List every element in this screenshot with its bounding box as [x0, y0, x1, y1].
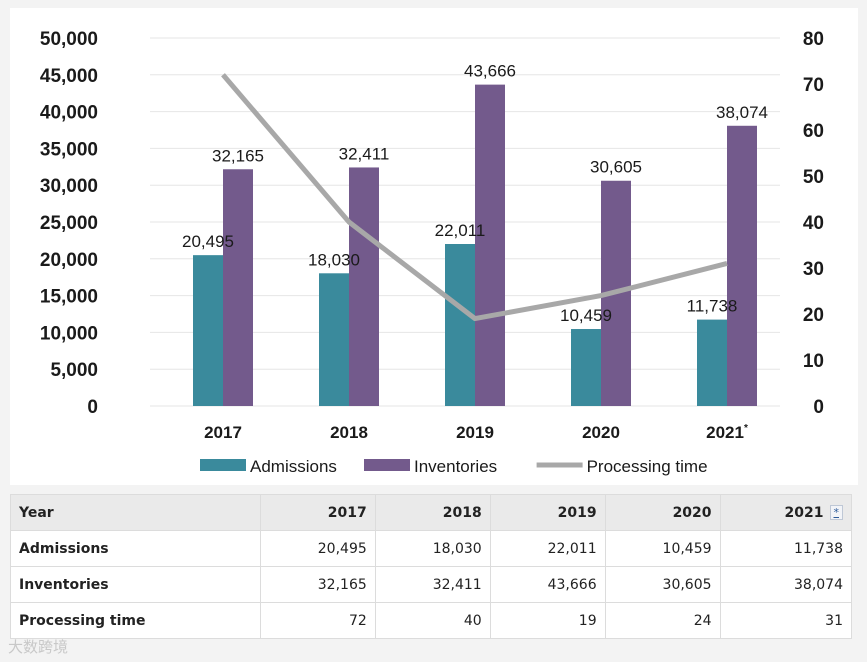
line-processing-time: [221, 73, 728, 322]
y-right-tick-label: 40: [803, 213, 824, 234]
table-cell: 32,411: [374, 566, 491, 603]
data-label: 32,165: [212, 146, 264, 165]
x-tick-label: 2019: [456, 423, 494, 442]
y-right-tick-label: 50: [803, 167, 824, 188]
table-cell: 38,074: [719, 566, 853, 603]
table-cell: 10,459: [604, 530, 721, 567]
combo-chart: 0 5,000 10,000 15,000 20,000 25,000 30,000 35,0…: [40, 29, 824, 476]
data-label: 38,074: [716, 103, 768, 122]
bar-admissions: [445, 243, 475, 406]
x-tick-label: 2021*: [706, 423, 748, 442]
x-tick-label: 2020: [582, 423, 620, 442]
bar-admissions: [193, 255, 223, 406]
footnote-link[interactable]: *: [829, 504, 843, 520]
bar-inventories: [223, 169, 253, 406]
y-right-tick-label: 70: [803, 75, 824, 96]
x-tick-label: 2018: [330, 423, 368, 442]
table-cell: 18,030: [374, 530, 491, 567]
data-label: 32,411: [339, 144, 390, 163]
bar-inventories: [475, 84, 505, 407]
data-label: 30,605: [590, 158, 642, 177]
table-cell: 43,666: [489, 566, 606, 603]
data-label: 22,011: [435, 221, 486, 240]
legend-swatch-inventories: [364, 459, 410, 471]
y-left-tick-label: 15,000: [40, 287, 98, 308]
table-header-row: Year 2017 2018 2019 2020 2021 *: [10, 494, 853, 531]
legend-label-processing-time: Processing time: [587, 457, 708, 476]
data-label: 20,495: [182, 232, 234, 251]
table-cell: 20,495: [259, 530, 376, 567]
data-label: 18,030: [308, 250, 360, 269]
row-label-admissions: Admissions: [10, 530, 261, 567]
watermark: 大数跨境: [8, 638, 69, 656]
y-left-tick-label: 45,000: [40, 66, 98, 87]
y-left-tick-label: 25,000: [40, 213, 98, 234]
table-cell: 32,165: [259, 566, 376, 603]
table-header-2020: 2020: [604, 494, 721, 531]
table-cell: 11,738: [719, 530, 853, 567]
data-table: Year 2017 2018 2019 2020 2021 * Admission…: [10, 494, 853, 639]
table-header-2019: 2019: [489, 494, 606, 531]
table-row: Inventories 32,165 32,411 43,666 30,605 …: [10, 566, 853, 603]
table-cell: 22,011: [489, 530, 606, 567]
legend-label-admissions: Admissions: [250, 457, 337, 476]
chart-panel: 0 5,000 10,000 15,000 20,000 25,000 30,000 35,0…: [10, 8, 858, 485]
bar-inventories: [349, 167, 379, 406]
legend-swatch-admissions: [200, 459, 246, 471]
y-right-tick-label: 10: [803, 351, 824, 372]
data-label: 10,459: [560, 306, 612, 325]
table-cell: 30,605: [604, 566, 721, 603]
bar-admissions: [319, 273, 349, 406]
table-row: Processing time 72 40 19 24 31: [10, 602, 853, 639]
x-tick-label: 2017: [204, 423, 242, 442]
table-cell: 72: [259, 602, 376, 639]
table-cell: 31: [719, 602, 853, 639]
y-left-tick-label: 10,000: [40, 323, 98, 344]
y-left-tick-label: 20,000: [40, 250, 98, 271]
y-left-tick-label: 40,000: [40, 103, 98, 124]
bar-admissions: [571, 329, 601, 406]
y-right-tick-label: 60: [803, 121, 824, 142]
table-header-2021: 2021 *: [719, 494, 853, 531]
y-left-tick-label: 30,000: [40, 176, 98, 197]
y-left-tick-label: 35,000: [40, 139, 98, 160]
data-label: 11,738: [687, 297, 738, 316]
table-cell: 40: [374, 602, 491, 639]
bar-admissions: [697, 319, 727, 406]
table-row: Admissions 20,495 18,030 22,011 10,459 1…: [10, 530, 853, 567]
y-left-tick-label: 5,000: [50, 360, 98, 381]
table-header-2021-label: 2021: [784, 504, 824, 521]
y-right-tick-label: 30: [803, 259, 824, 280]
y-left-tick-label: 50,000: [40, 29, 98, 50]
y-right-tick-label: 0: [813, 397, 824, 418]
table-cell: 24: [604, 602, 721, 639]
y-left-tick-label: 0: [87, 397, 98, 418]
data-label: 43,666: [464, 62, 516, 81]
legend-label-inventories: Inventories: [414, 457, 497, 476]
table-cell: 19: [489, 602, 606, 639]
table-header-2018: 2018: [374, 494, 491, 531]
y-right-tick-label: 80: [803, 29, 824, 50]
bar-inventories: [727, 125, 757, 406]
data-table-container: Year 2017 2018 2019 2020 2021 * Admission…: [10, 494, 853, 639]
table-header-2017: 2017: [259, 494, 376, 531]
row-label-processing-time: Processing time: [10, 602, 261, 639]
table-header-year: Year: [10, 494, 261, 531]
row-label-inventories: Inventories: [10, 566, 261, 603]
y-right-tick-label: 20: [803, 305, 824, 326]
